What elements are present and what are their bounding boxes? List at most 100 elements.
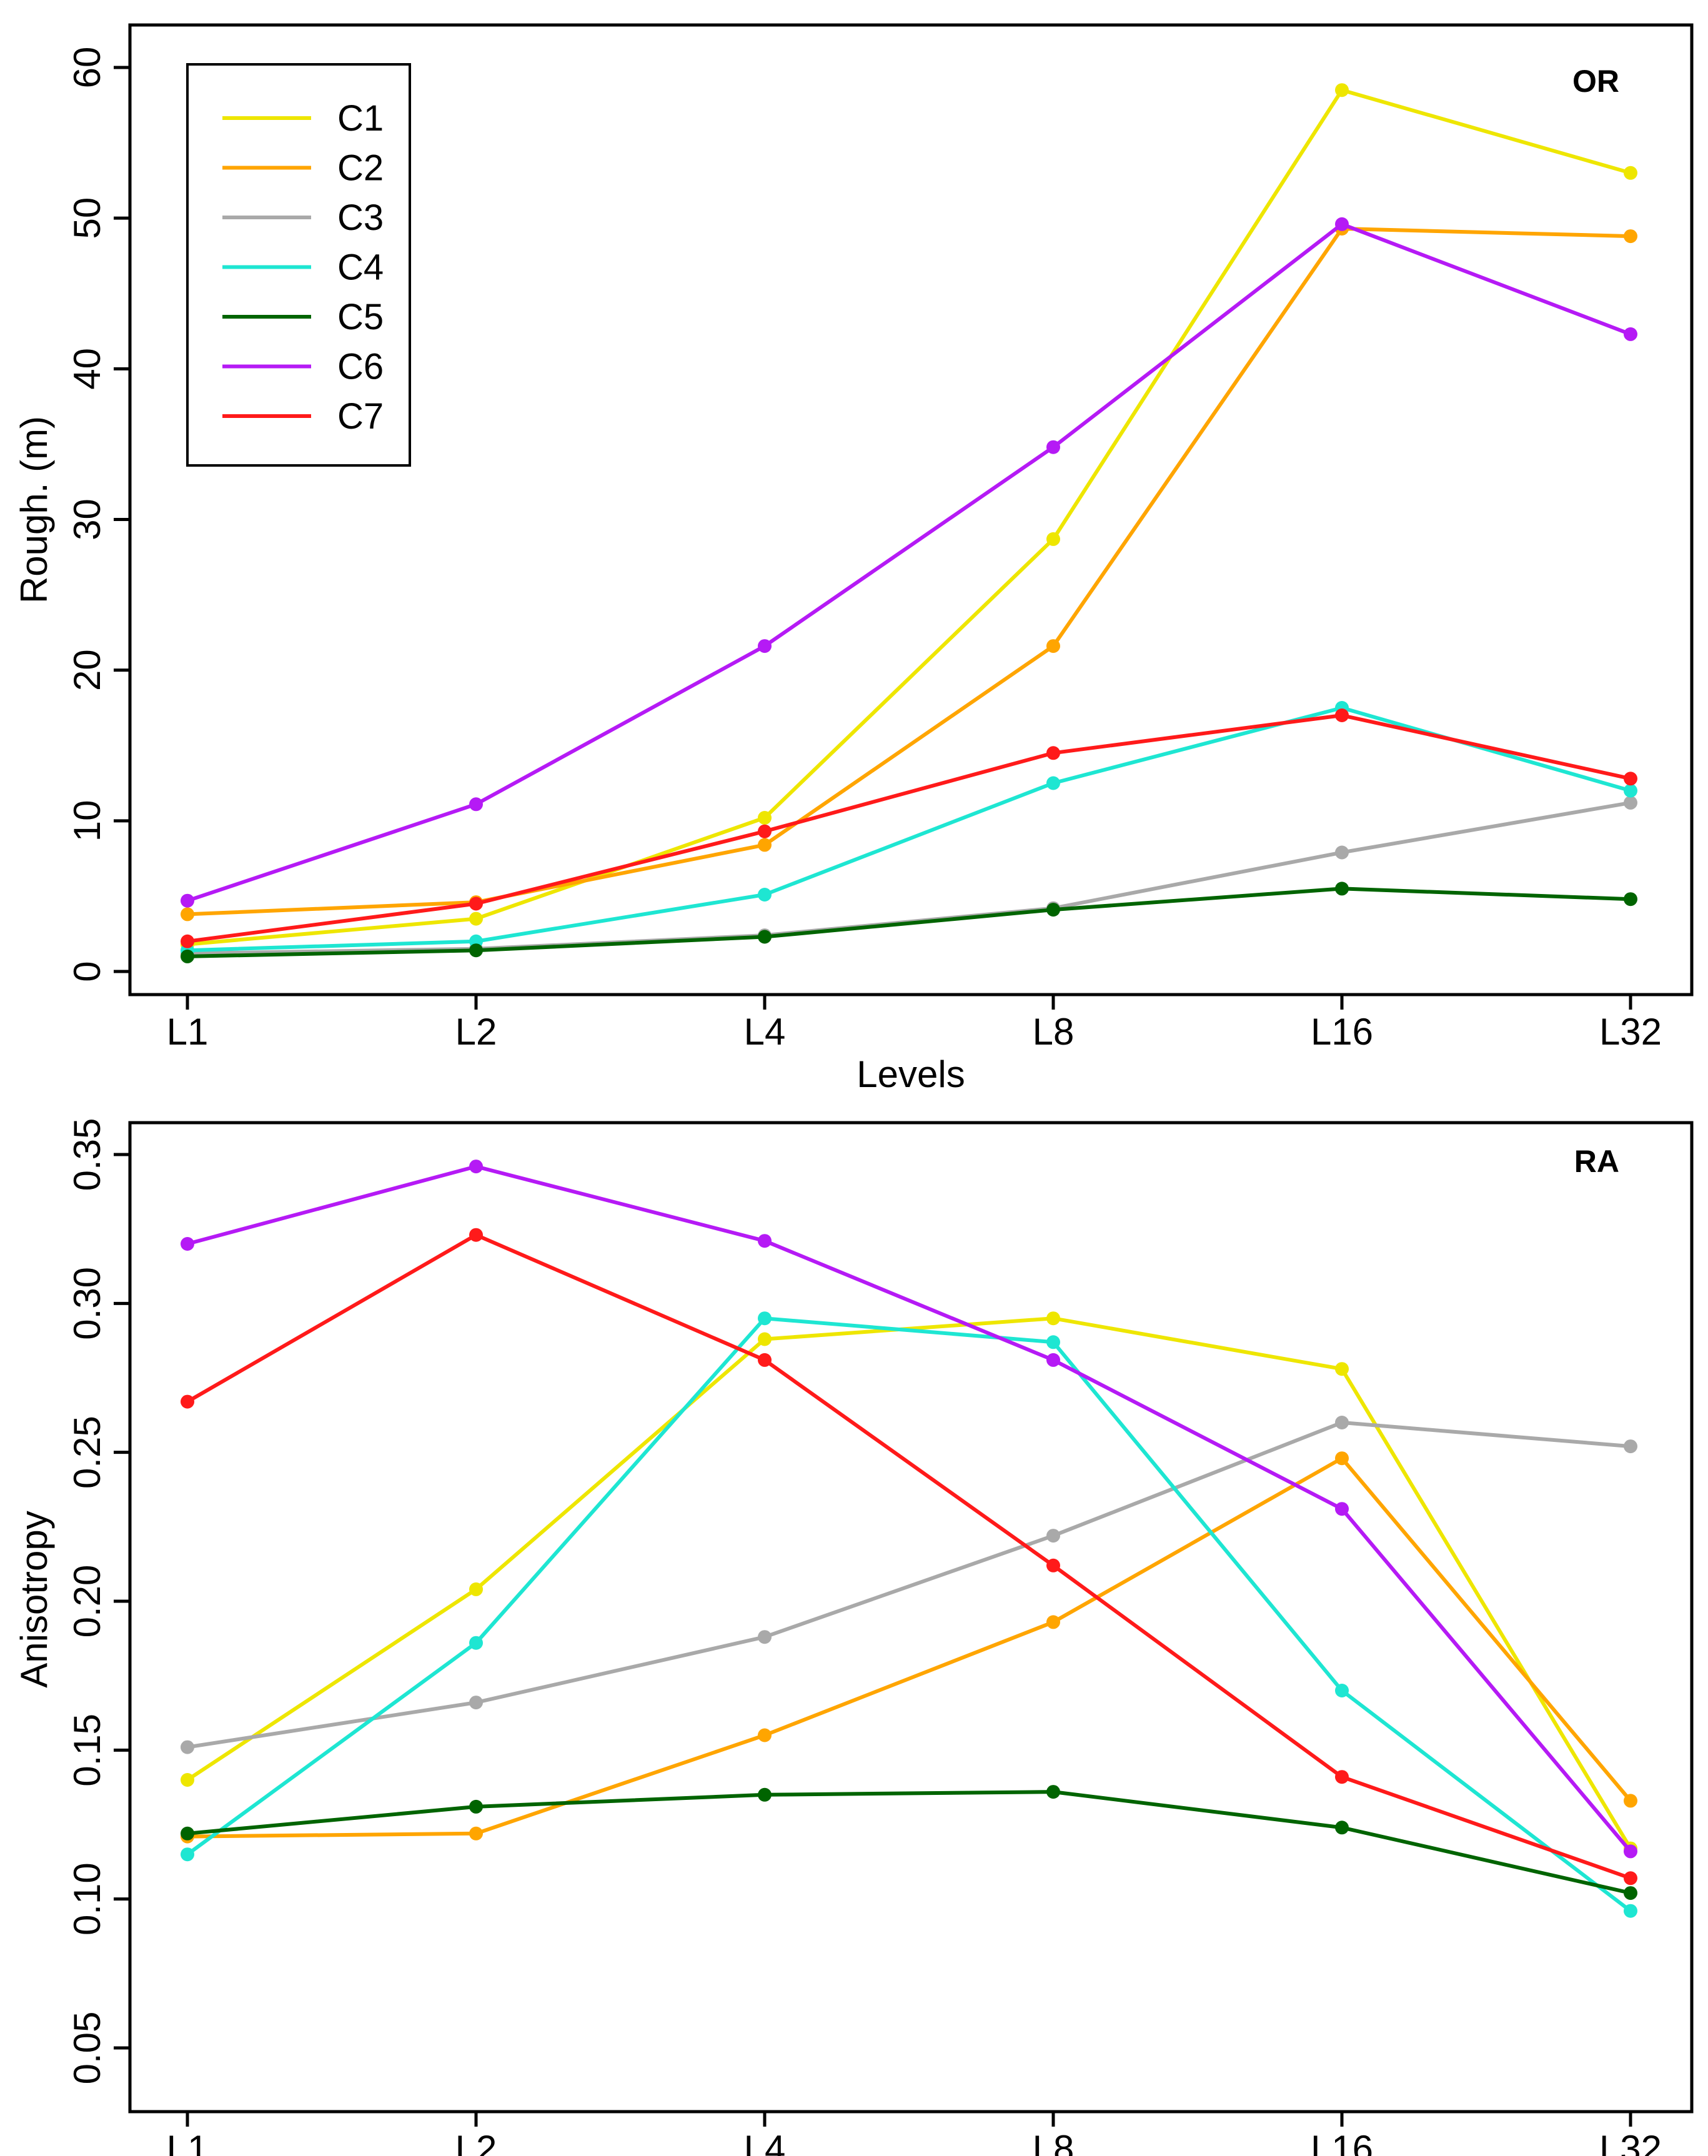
panel-ra: 0.05 0.10 0.15 0.20 0.25 0.30 0.35 L1 L2 L4 L8 L16… — [13, 1118, 1694, 2156]
series-line-c3 — [187, 800, 1631, 956]
series-c5 — [181, 882, 1637, 963]
data-point-c1 — [1335, 83, 1349, 97]
y-tick-label: 0 — [66, 961, 108, 981]
series-line-c1 — [186, 1316, 1632, 1850]
data-point-c7 — [181, 934, 194, 948]
data-point-c6 — [1335, 217, 1349, 231]
y-axis-or: 0 10 20 30 40 50 60 — [66, 47, 130, 982]
series-group-or — [181, 83, 1637, 963]
x-tick-label: L8 — [1033, 2128, 1075, 2156]
y-tick-label: 0.05 — [66, 2012, 108, 2085]
x-tick-label: L4 — [744, 1011, 786, 1053]
data-point-c4 — [1046, 776, 1060, 790]
x-tick-label: L16 — [1311, 2128, 1373, 2156]
data-point-c5 — [758, 1787, 772, 1802]
y-axis-ra: 0.05 0.10 0.15 0.20 0.25 0.30 0.35 — [66, 1118, 130, 2085]
data-point-c5 — [469, 1799, 483, 1814]
legend-label-c2: C2 — [337, 148, 384, 189]
data-point-c7 — [181, 1394, 194, 1409]
series-line-c2 — [187, 1456, 1632, 1839]
x-tick-label: L2 — [455, 1011, 497, 1053]
data-point-c3 — [1624, 795, 1637, 810]
data-point-c3 — [181, 1740, 194, 1754]
legend-label-c7: C7 — [337, 396, 384, 437]
data-point-c6 — [1624, 1844, 1637, 1859]
series-c5 — [181, 1785, 1637, 1900]
series-line-c5 — [187, 1790, 1631, 1895]
data-point-c7 — [758, 1353, 772, 1367]
data-point-c1 — [181, 1773, 194, 1787]
data-point-c4 — [469, 1636, 483, 1650]
series-line-c1 — [187, 88, 1631, 946]
data-point-c7 — [469, 1228, 483, 1242]
legend-label-c3: C3 — [337, 197, 384, 238]
x-axis-title-or: Levels — [856, 1053, 965, 1095]
y-tick-label: 10 — [66, 800, 108, 842]
data-point-c4 — [758, 1311, 772, 1326]
series-line-c2 — [187, 227, 1631, 917]
data-point-c5 — [1335, 882, 1349, 896]
series-line-c4 — [186, 1316, 1632, 1913]
legend-label-c6: C6 — [337, 347, 384, 387]
y-tick-label: 30 — [66, 499, 108, 540]
data-point-c7 — [1335, 708, 1349, 722]
legend-label-c1: C1 — [337, 98, 384, 139]
x-tick-label: L8 — [1033, 1011, 1075, 1053]
series-c3 — [181, 1416, 1637, 1754]
series-c2 — [181, 1451, 1637, 1844]
series-c3 — [181, 795, 1637, 961]
legend-label-c5: C5 — [337, 297, 384, 337]
data-point-c7 — [758, 824, 772, 838]
plot-frame-or — [128, 23, 1694, 996]
y-axis-title-or: Rough. (m) — [13, 416, 55, 604]
data-point-c6 — [1335, 1502, 1349, 1516]
x-tick-label: L16 — [1311, 1011, 1373, 1053]
data-point-c1 — [1046, 532, 1060, 546]
series-line-c5 — [187, 887, 1631, 958]
data-point-c1 — [1046, 1311, 1060, 1326]
data-point-c4 — [1046, 1335, 1060, 1349]
data-point-c5 — [1624, 1886, 1637, 1900]
plot-frame-ra — [128, 1121, 1694, 2114]
data-point-c6 — [1624, 327, 1637, 341]
data-point-c2 — [758, 1728, 772, 1742]
data-point-c7 — [1046, 1558, 1060, 1572]
x-tick-label: L1 — [167, 2128, 209, 2156]
series-c4 — [181, 1311, 1637, 1918]
legend-label-c4: C4 — [337, 247, 384, 288]
data-point-c1 — [758, 811, 772, 825]
data-point-c5 — [469, 943, 483, 958]
y-tick-label: 60 — [66, 47, 108, 89]
data-point-c6 — [1046, 1353, 1060, 1367]
panel-label-ra: RA — [1574, 1144, 1619, 1179]
y-tick-label: 0.30 — [66, 1267, 108, 1340]
data-point-c7 — [469, 897, 483, 911]
legend: C1 C2 C3 C4 C5 C6 C7 — [186, 63, 411, 467]
y-tick-label: 40 — [66, 348, 108, 390]
data-point-c7 — [1624, 772, 1637, 786]
x-axis-or: L1 L2 L4 L8 L16 L32 — [167, 995, 1662, 1053]
data-point-c1 — [1335, 1362, 1349, 1376]
legend-box — [186, 63, 411, 467]
data-point-c3 — [469, 1696, 483, 1710]
data-point-c6 — [181, 893, 194, 908]
data-point-c3 — [1046, 1529, 1060, 1543]
data-point-c2 — [1335, 1451, 1349, 1466]
series-line-c4 — [187, 706, 1631, 953]
data-point-c6 — [181, 1237, 194, 1251]
data-point-c6 — [758, 639, 772, 653]
y-tick-label: 20 — [66, 649, 108, 691]
data-point-c6 — [469, 1160, 483, 1174]
panel-or: 0 10 20 30 40 50 60 L1 L2 L4 L8 L16 L32 OR Levels R… — [13, 23, 1694, 1095]
data-point-c1 — [469, 912, 483, 926]
data-point-c2 — [1624, 229, 1637, 244]
data-point-c7 — [1046, 746, 1060, 760]
data-point-c4 — [1335, 1684, 1349, 1697]
series-line-c3 — [187, 1421, 1631, 1749]
y-tick-label: 0.25 — [66, 1416, 108, 1489]
x-tick-label: L2 — [455, 2128, 497, 2156]
x-axis-ra: L1 L2 L4 L8 L16 L32 — [167, 2112, 1662, 2156]
y-axis-title-ra: Anisotropy — [13, 1511, 55, 1687]
data-point-c4 — [1624, 1904, 1637, 1918]
